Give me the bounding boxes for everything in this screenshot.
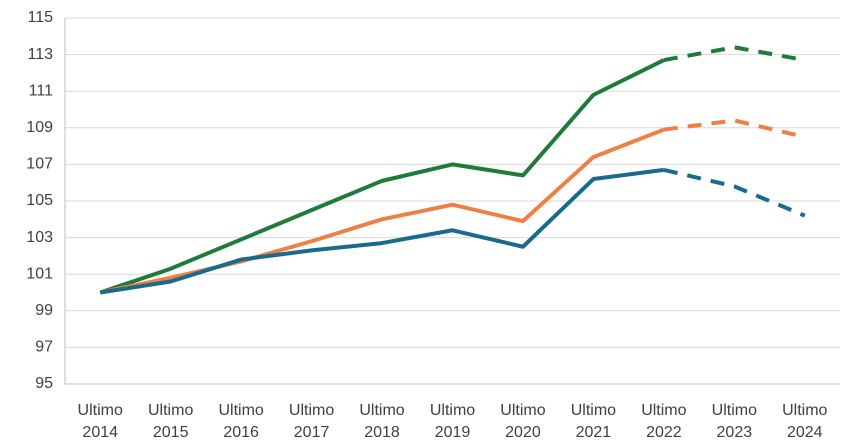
series-line: [99, 58, 665, 295]
x-tick-label: Ultimo 2014: [77, 402, 123, 441]
y-tick-label: 115: [27, 9, 53, 26]
y-tick-label: 101: [26, 265, 53, 282]
x-tick-label: Ultimo 2018: [359, 402, 405, 441]
y-tick-label: 103: [26, 229, 53, 246]
y-tick-label: 111: [29, 82, 53, 99]
y-tick-label: 109: [26, 119, 53, 136]
y-tick-label: 105: [26, 192, 53, 209]
series-line-dashed: [663, 45, 806, 63]
x-tick-label: Ultimo 2016: [218, 402, 264, 441]
y-tick-label: 95: [35, 375, 53, 392]
y-tick-label: 113: [27, 46, 53, 63]
x-tick-label: Ultimo 2023: [711, 402, 757, 441]
y-tick-label: 107: [26, 156, 53, 173]
series-line-dashed: [663, 167, 806, 218]
x-tick-label: Ultimo 2015: [148, 402, 194, 441]
x-tick-label: Ultimo 2020: [500, 402, 546, 441]
x-tick-label: Ultimo 2019: [429, 402, 476, 441]
series-line-dashed: [663, 118, 806, 139]
y-tick-label: 99: [35, 302, 53, 319]
series-line: [99, 167, 665, 295]
series-line: [99, 127, 665, 295]
x-tick-label: Ultimo 2022: [641, 402, 687, 441]
y-tick-label: 97: [35, 339, 53, 356]
x-tick-label: Ultimo 2017: [288, 402, 335, 441]
x-tick-label: Ultimo 2021: [570, 402, 617, 441]
x-tick-label: Ultimo 2024: [782, 402, 828, 441]
